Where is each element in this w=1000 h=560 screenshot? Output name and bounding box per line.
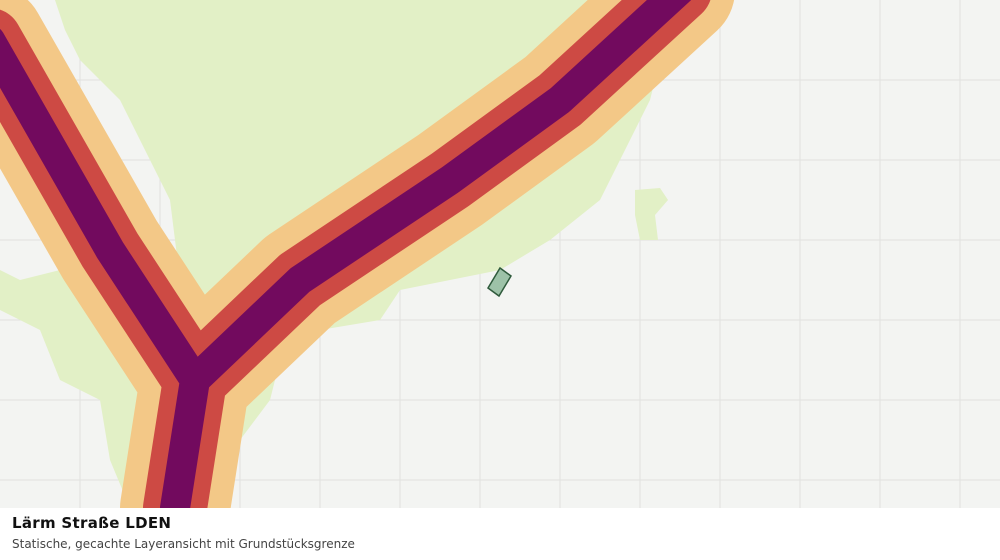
noise-bands <box>0 0 734 508</box>
caption: Lärm Straße LDEN Statische, gecachte Lay… <box>0 508 1000 560</box>
parcel-boundary <box>487 266 512 298</box>
map-subtitle: Statische, gecachte Layeransicht mit Gru… <box>12 537 355 551</box>
map-title: Lärm Straße LDEN <box>12 514 172 532</box>
map <box>0 0 1000 508</box>
